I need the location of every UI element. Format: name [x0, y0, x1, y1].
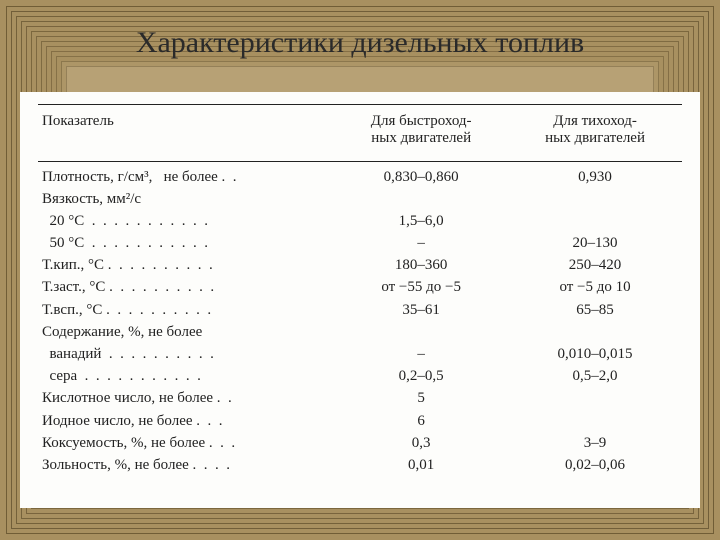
cell-value-slow	[508, 188, 682, 210]
header-col1: Показатель	[38, 105, 334, 161]
properties-table-body: Плотность, г/см³, не более . .0,830–0,86…	[38, 166, 682, 477]
cell-value-fast: –	[334, 344, 508, 366]
table-row: Т.заст., °C . . . . . . . . . .от −55 до…	[38, 277, 682, 299]
header-col2-line1: Для быстроход-	[371, 113, 472, 129]
cell-value-slow	[508, 210, 682, 232]
table-row: Иодное число, не более . . .6	[38, 410, 682, 432]
cell-value-fast: 180–360	[334, 255, 508, 277]
table-row: 50 °C . . . . . . . . . . .–20–130	[38, 233, 682, 255]
table-row: ванадий . . . . . . . . . .–0,010–0,015	[38, 344, 682, 366]
rule-mid	[38, 161, 682, 162]
cell-value-fast: 0,830–0,860	[334, 166, 508, 188]
table-row: 20 °C . . . . . . . . . . .1,5–6,0	[38, 210, 682, 232]
table-header-row: Показатель Для быстроход- ных двигателей…	[38, 105, 682, 161]
cell-value-slow: 3–9	[508, 432, 682, 454]
cell-value-slow: 0,930	[508, 166, 682, 188]
cell-label: Коксуемость, %, не более . . .	[38, 432, 334, 454]
cell-value-fast: –	[334, 233, 508, 255]
table-row: сера . . . . . . . . . . .0,2–0,50,5–2,0	[38, 366, 682, 388]
cell-value-slow: от −5 до 10	[508, 277, 682, 299]
table-row: Вязкость, мм²/с	[38, 188, 682, 210]
table-row: Т.всп., °C . . . . . . . . . .35–6165–85	[38, 299, 682, 321]
table-row: Кислотное число, не более . .5	[38, 388, 682, 410]
cell-label: ванадий . . . . . . . . . .	[38, 344, 334, 366]
header-col3: Для тихоход- ных двигателей	[508, 105, 682, 161]
header-col2-line2: ных двигателей	[371, 130, 471, 146]
cell-label: Т.всп., °C . . . . . . . . . .	[38, 299, 334, 321]
table-row: Содержание, %, не более	[38, 321, 682, 343]
table-row: Зольность, %, не более . . . .0,010,02–0…	[38, 454, 682, 476]
table-row: Т.кип., °C . . . . . . . . . .180–360250…	[38, 255, 682, 277]
cell-value-fast: 6	[334, 410, 508, 432]
cell-value-slow	[508, 410, 682, 432]
cell-label: Иодное число, не более . . .	[38, 410, 334, 432]
cell-label: Плотность, г/см³, не более . .	[38, 166, 334, 188]
cell-label: Т.кип., °C . . . . . . . . . .	[38, 255, 334, 277]
table-row: Коксуемость, %, не более . . .0,33–9	[38, 432, 682, 454]
slide: Характеристики дизельных топлив Показате…	[0, 0, 720, 540]
cell-label: 50 °C . . . . . . . . . . .	[38, 233, 334, 255]
cell-value-fast: 5	[334, 388, 508, 410]
cell-value-slow	[508, 321, 682, 343]
cell-value-slow	[508, 388, 682, 410]
table-panel: Показатель Для быстроход- ных двигателей…	[20, 92, 700, 508]
header-col2: Для быстроход- ных двигателей	[334, 105, 508, 161]
cell-label: 20 °C . . . . . . . . . . .	[38, 210, 334, 232]
cell-value-fast: 0,2–0,5	[334, 366, 508, 388]
cell-label: Т.заст., °C . . . . . . . . . .	[38, 277, 334, 299]
cell-value-fast: 0,3	[334, 432, 508, 454]
cell-value-fast	[334, 188, 508, 210]
cell-value-fast: 0,01	[334, 454, 508, 476]
table-row: Плотность, г/см³, не более . .0,830–0,86…	[38, 166, 682, 188]
cell-label: Содержание, %, не более	[38, 321, 334, 343]
cell-value-fast	[334, 321, 508, 343]
cell-label: Зольность, %, не более . . . .	[38, 454, 334, 476]
cell-value-slow: 65–85	[508, 299, 682, 321]
cell-value-slow: 250–420	[508, 255, 682, 277]
header-col3-line2: ных двигателей	[545, 130, 645, 146]
cell-label: Вязкость, мм²/с	[38, 188, 334, 210]
header-col3-line1: Для тихоход-	[553, 113, 637, 129]
page-title: Характеристики дизельных топлив	[0, 26, 720, 60]
cell-value-fast: 1,5–6,0	[334, 210, 508, 232]
cell-value-fast: от −55 до −5	[334, 277, 508, 299]
cell-value-slow: 20–130	[508, 233, 682, 255]
cell-value-slow: 0,010–0,015	[508, 344, 682, 366]
cell-label: сера . . . . . . . . . . .	[38, 366, 334, 388]
cell-value-slow: 0,02–0,06	[508, 454, 682, 476]
cell-value-slow: 0,5–2,0	[508, 366, 682, 388]
properties-table: Показатель Для быстроход- ных двигателей…	[38, 105, 682, 161]
cell-value-fast: 35–61	[334, 299, 508, 321]
cell-label: Кислотное число, не более . .	[38, 388, 334, 410]
